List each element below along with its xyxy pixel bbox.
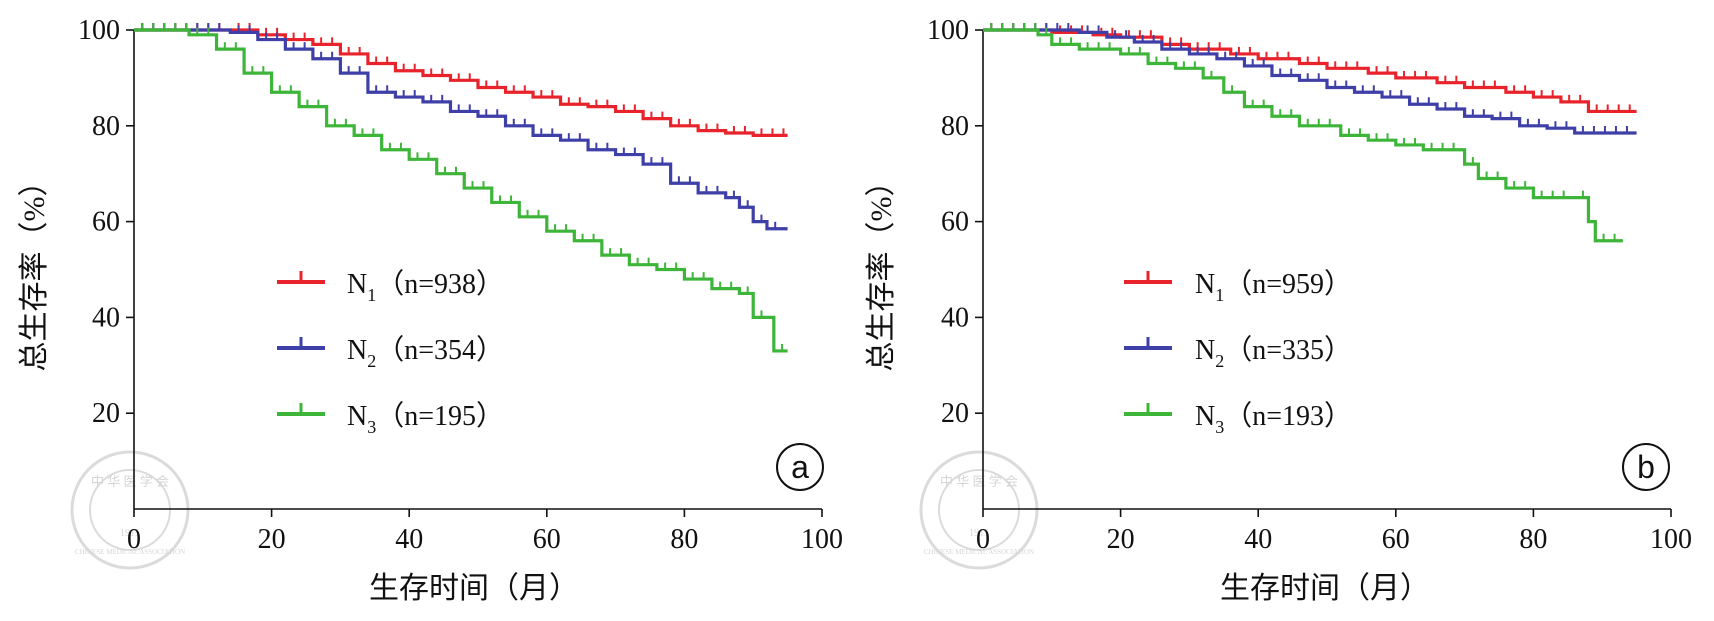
watermark-outer-ring	[70, 450, 190, 570]
x-axis-title: 生存时间（月）	[369, 572, 579, 605]
y-axis: 20 40 60 80 100	[78, 15, 134, 429]
watermark-chinese-text: 中 华 医 学 会	[91, 474, 169, 489]
legend-label-n2: N2（n=354）	[347, 334, 504, 371]
y-tick-label: 20	[92, 398, 120, 429]
legend-item-n2: N2（n=354）	[277, 334, 504, 371]
watermark-english-text: CHINESE MEDICAL ASSOCIATION	[75, 548, 185, 556]
x-tick-label: 60	[533, 524, 561, 555]
watermark-inner-ring	[938, 469, 1020, 551]
panel-label-circle	[776, 443, 824, 491]
watermark-chinese-text: 中 华 医 学 会	[940, 474, 1018, 489]
legend: N1（n=959） N2（n=335） N3（n=193）	[1124, 268, 1352, 437]
panel-label: b	[1637, 449, 1655, 485]
y-tick-label: 60	[92, 207, 120, 238]
series-n1	[983, 23, 1637, 114]
legend-item-n1: N1（n=938）	[277, 268, 504, 305]
legend: N1（n=938） N2（n=354） N3（n=195）	[277, 268, 504, 437]
x-tick-label: 100	[1650, 524, 1692, 555]
legend-label-n3: N3（n=193）	[1195, 400, 1352, 437]
y-tick-label: 20	[941, 398, 969, 429]
series-group	[983, 23, 1637, 243]
watermark-year: 1915	[120, 528, 140, 539]
series-n1	[134, 23, 788, 137]
x-tick-label: 60	[1382, 524, 1410, 555]
legend-item-n1: N1（n=959）	[1124, 268, 1352, 305]
watermark-year: 1915	[969, 528, 989, 539]
x-tick-label: 20	[258, 524, 286, 555]
x-tick-label: 0	[127, 524, 141, 555]
x-axis-title: 生存时间（月）	[1220, 572, 1430, 605]
y-tick-label: 80	[941, 111, 969, 142]
x-tick-label: 20	[1107, 524, 1135, 555]
y-axis: 20 40 60 80 100	[927, 15, 983, 429]
x-tick-label: 40	[1244, 524, 1272, 555]
legend-item-n2: N2（n=335）	[1124, 334, 1352, 371]
x-tick-label: 0	[976, 524, 990, 555]
x-tick-label: 80	[670, 524, 698, 555]
y-axis-title: 总生存率（%）	[865, 167, 898, 372]
survival-curve-n2	[134, 28, 788, 231]
watermark: 中 华 医 学 会 1915 CHINESE MEDICAL ASSOCIATI…	[919, 450, 1039, 570]
legend-label-n1: N1（n=959）	[1195, 268, 1352, 305]
watermark-outer-ring	[919, 450, 1039, 570]
survival-curve-n3	[983, 28, 1623, 243]
legend-item-n3: N3（n=195）	[277, 400, 504, 437]
legend-label-n2: N2（n=335）	[1195, 334, 1352, 371]
y-tick-label: 40	[941, 302, 969, 333]
watermark-inner-ring	[89, 469, 171, 551]
x-axis: 0 20 40 60 80 100	[127, 509, 843, 555]
watermark-english-text: CHINESE MEDICAL ASSOCIATION	[924, 548, 1034, 556]
survival-curve-n3	[134, 28, 788, 353]
x-tick-label: 100	[801, 524, 843, 555]
survival-curve-n2	[983, 28, 1637, 135]
survival-curve-n1	[983, 28, 1637, 114]
panel-label-badge: a	[776, 443, 824, 491]
legend-label-n3: N3（n=195）	[347, 400, 504, 437]
legend-item-n3: N3（n=193）	[1124, 400, 1352, 437]
series-n2	[983, 23, 1637, 135]
watermark: 中 华 医 学 会 1915 CHINESE MEDICAL ASSOCIATI…	[70, 450, 190, 570]
x-tick-label: 40	[395, 524, 423, 555]
panel-label-circle	[1622, 443, 1670, 491]
y-tick-label: 60	[941, 207, 969, 238]
legend-label-n1: N1（n=938）	[347, 268, 504, 305]
panel-b: 中 华 医 学 会 1915 CHINESE MEDICAL ASSOCIATI…	[865, 15, 1692, 605]
x-tick-label: 80	[1519, 524, 1547, 555]
panel-label: a	[791, 449, 809, 485]
panel-label-badge: b	[1622, 443, 1670, 491]
y-axis-title: 总生存率（%）	[18, 167, 51, 372]
series-group	[134, 23, 788, 353]
series-n3	[983, 23, 1623, 243]
series-n3	[134, 23, 788, 353]
y-tick-label: 100	[927, 15, 969, 46]
y-tick-label: 100	[78, 15, 120, 46]
y-tick-label: 40	[92, 302, 120, 333]
y-tick-label: 80	[92, 111, 120, 142]
x-axis: 0 20 40 60 80 100	[976, 509, 1692, 555]
panel-a: 中 华 医 学 会 1915 CHINESE MEDICAL ASSOCIATI…	[18, 15, 843, 605]
